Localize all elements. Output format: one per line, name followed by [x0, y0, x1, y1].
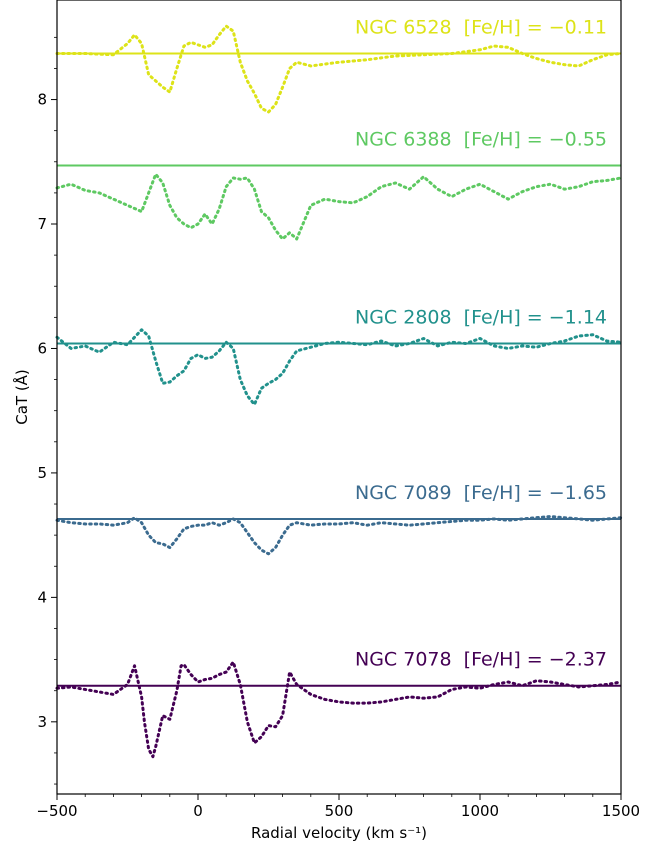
- x-tick-label: 1000: [461, 802, 499, 820]
- y-tick-label: 6: [37, 339, 47, 357]
- series-label: NGC 6388 [Fe/H] = −0.55: [355, 129, 607, 151]
- series-label: NGC 7078 [Fe/H] = −2.37: [355, 649, 607, 671]
- y-tick-label: 4: [37, 588, 47, 606]
- series-layer: NGC 6528 [Fe/H] = −0.11 NGC 6388 [Fe/H] =…: [55, 17, 623, 759]
- series-line: [55, 24, 623, 114]
- plot-frame: [56, 0, 622, 795]
- axes-layer: −500 0 500 1000 1500 3 4 5 6 7 8: [36, 36, 640, 820]
- series-group: NGC 2808 [Fe/H] = −1.14: [55, 306, 623, 406]
- y-tick-label: 3: [37, 713, 47, 731]
- series-group: NGC 6388 [Fe/H] = −0.55: [55, 129, 623, 241]
- x-axis-label: Radial velocity (km s⁻¹): [251, 824, 427, 842]
- series-group: NGC 7078 [Fe/H] = −2.37: [55, 649, 623, 759]
- y-axis-label: CaT (Å): [12, 369, 31, 425]
- series-group: NGC 6528 [Fe/H] = −0.11: [55, 17, 623, 114]
- series-line: [55, 328, 623, 406]
- x-tick-label: 500: [325, 802, 354, 820]
- x-tick-label: −500: [36, 802, 77, 820]
- x-tick-label: 1500: [602, 802, 640, 820]
- series-label: NGC 2808 [Fe/H] = −1.14: [355, 306, 607, 328]
- y-tick-label: 5: [37, 464, 47, 482]
- series-label: NGC 6528 [Fe/H] = −0.11: [355, 17, 607, 39]
- series-line: [55, 660, 623, 759]
- x-tick-label: 0: [193, 802, 203, 820]
- series-group: NGC 7089 [Fe/H] = −1.65: [55, 482, 623, 556]
- y-tick-label: 7: [37, 215, 47, 233]
- y-tick-label: 8: [37, 91, 47, 109]
- series-line: [55, 172, 623, 241]
- series-line: [55, 514, 623, 556]
- series-label: NGC 7089 [Fe/H] = −1.65: [355, 482, 607, 504]
